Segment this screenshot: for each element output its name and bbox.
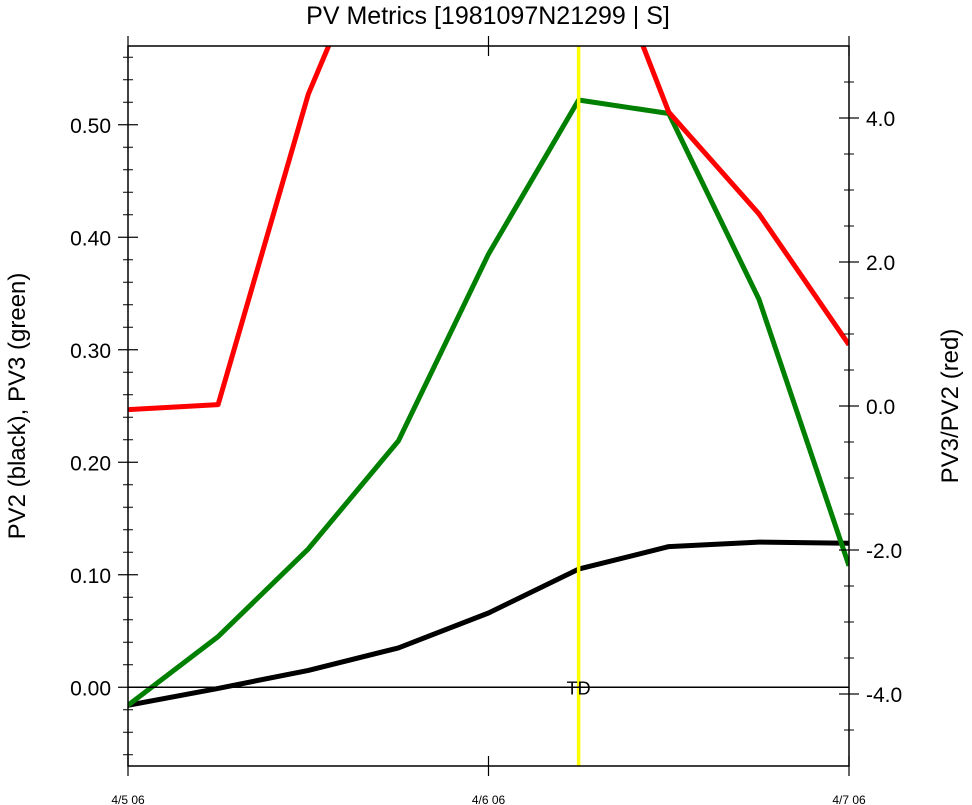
- series-line-pv3-pv2: [640, 46, 849, 347]
- plot-frame: [127, 45, 850, 767]
- series-line-pv3-pv2: [128, 46, 332, 413]
- right-tick-label: 0.0: [866, 396, 895, 419]
- left-tick-label: 0.40: [70, 227, 111, 250]
- series-line-pv2: [128, 539, 849, 708]
- left-tick-label: 0.50: [70, 115, 111, 138]
- chart-title: PV Metrics [1981097N21299 | S]: [306, 2, 670, 30]
- right-tick-label: -4.0: [866, 684, 902, 707]
- left-tick-label: 0.00: [70, 677, 111, 700]
- x-tick-label: 4/5 06: [111, 793, 145, 805]
- right-axis-label: PV3/PV2 (red): [937, 329, 964, 484]
- x-tick-label: 4/7 06: [832, 793, 866, 805]
- right-tick-label: 2.0: [866, 252, 895, 275]
- stage-marker-label: TD: [567, 678, 591, 698]
- series-line-pv3: [128, 97, 849, 708]
- left-tick-label: 0.30: [70, 340, 111, 363]
- left-tick-label: 0.20: [70, 452, 111, 475]
- left-axis-label: PV2 (black), PV3 (green): [4, 273, 31, 540]
- right-tick-label: 4.0: [866, 108, 895, 131]
- left-tick-label: 0.10: [70, 565, 111, 588]
- right-tick-label: -2.0: [866, 540, 902, 563]
- x-tick-label: 4/6 06: [472, 793, 506, 805]
